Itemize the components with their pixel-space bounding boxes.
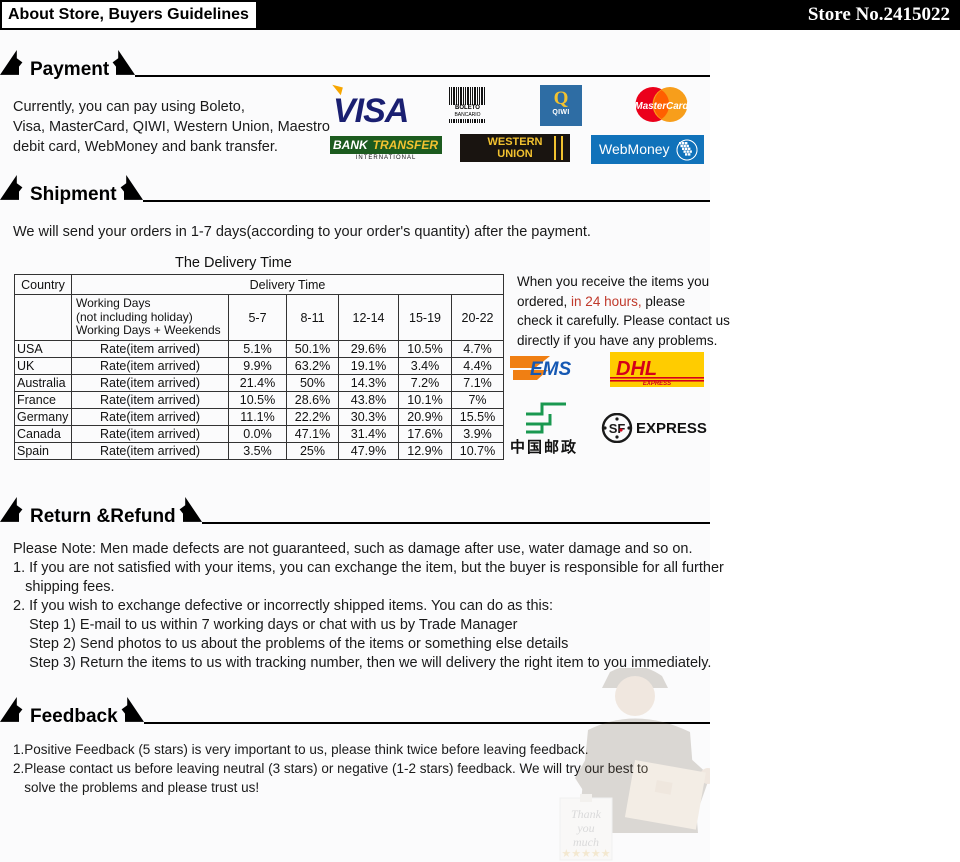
svg-text:★★★★★: ★★★★★ bbox=[561, 848, 610, 860]
svg-text:EMS: EMS bbox=[530, 359, 572, 380]
svg-text:EXPRESS: EXPRESS bbox=[643, 381, 671, 387]
svg-text:much: much bbox=[573, 835, 599, 849]
svg-text:Thank: Thank bbox=[571, 807, 602, 821]
svg-text:DHL: DHL bbox=[616, 358, 657, 380]
svg-text:MasterCard: MasterCard bbox=[635, 101, 690, 112]
svg-text:SF: SF bbox=[609, 421, 626, 436]
svg-text:you: you bbox=[576, 821, 594, 835]
